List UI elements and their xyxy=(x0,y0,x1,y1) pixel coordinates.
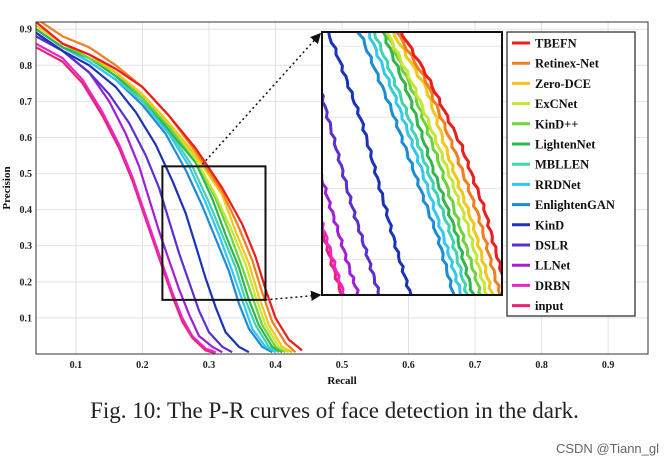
legend-box xyxy=(506,31,636,317)
legend-label-retinex-net: Retinex-Net xyxy=(535,57,600,71)
series-line-rrdnet xyxy=(36,28,277,354)
x-tick-label: 0.7 xyxy=(469,360,482,371)
x-tick-labels: 0.1 0.2 0.3 0.4 0.5 0.6 0.7 0.8 0.9 xyxy=(70,360,615,371)
series-line-drbn xyxy=(36,42,216,354)
y-tick-label: 0.5 xyxy=(20,169,33,180)
zoom-arrow-top xyxy=(201,32,322,165)
y-tick-label: 0.6 xyxy=(20,133,33,144)
series-line-retinex-net xyxy=(39,22,297,354)
inset-series-line-retinex-net xyxy=(394,32,502,295)
y-tick-label: 0.2 xyxy=(20,277,33,288)
zoom-source-box xyxy=(161,165,267,301)
x-tick-label: 0.9 xyxy=(602,360,615,371)
x-axis-label: Recall xyxy=(327,375,356,387)
inset-series-line-lightennet xyxy=(381,32,476,295)
inset-series-line-dslr xyxy=(322,90,381,295)
y-tick-label: 0.9 xyxy=(20,25,33,36)
y-tick-label: 0.3 xyxy=(20,241,33,252)
legend-label-tbefn: TBEFN xyxy=(535,37,577,51)
legend-label-kind: KinD xyxy=(535,218,564,232)
series-line-kind xyxy=(36,31,250,354)
x-tick-label: 0.2 xyxy=(136,360,149,371)
inset-series-line-mbllen xyxy=(372,32,470,295)
y-tick-label: 0.7 xyxy=(20,97,33,108)
x-tick-label: 0.1 xyxy=(70,360,83,371)
legend-label-input: input xyxy=(535,299,564,313)
y-tick-label: 0.8 xyxy=(20,61,33,72)
inset-series-line-excnet xyxy=(384,32,489,295)
legend-label-rrdnet: RRDNet xyxy=(535,178,582,192)
inset-series-line-kind xyxy=(327,32,413,295)
inset-series-line-enlightengan xyxy=(356,32,456,295)
y-axis-label: Precision xyxy=(1,166,13,209)
inset-curves xyxy=(322,32,502,295)
y-tick-label: 0.4 xyxy=(20,205,33,216)
legend: TBEFN Retinex-Net Zero-DCE ExCNet KinD++ Ligh… xyxy=(512,37,615,313)
legend-label-excnet: ExCNet xyxy=(535,97,578,111)
main-curves xyxy=(36,22,303,354)
x-tick-label: 0.5 xyxy=(336,360,349,371)
x-tick-label: 0.4 xyxy=(269,360,282,371)
figure-caption: Fig. 10: The P-R curves of face detectio… xyxy=(90,398,579,423)
zoom-arrow-bottom xyxy=(265,290,322,302)
legend-label-dslr: DSLR xyxy=(535,239,569,253)
legend-label-zero-dce: Zero-DCE xyxy=(535,77,591,91)
legend-label-enlightengan: EnlightenGAN xyxy=(535,198,615,212)
x-tick-label: 0.8 xyxy=(535,360,548,371)
legend-label-lightennet: LightenNet xyxy=(535,138,596,152)
inset-frame xyxy=(321,31,503,296)
y-tick-labels: 0.1 0.2 0.3 0.4 0.5 0.6 0.7 0.8 0.9 xyxy=(20,25,33,325)
axes-frame xyxy=(35,21,649,355)
x-tick-label: 0.6 xyxy=(402,360,415,371)
x-tick-label: 0.3 xyxy=(203,360,216,371)
inset-series-line-rrdnet xyxy=(367,32,463,295)
legend-label-llnet: LLNet xyxy=(535,259,571,273)
pr-curve-figure: 0.1 0.2 0.3 0.4 0.5 0.6 0.7 0.8 0.9 0.1 0.2 0.3 0.4… xyxy=(1,21,649,387)
series-line-dslr xyxy=(36,35,233,354)
y-tick-label: 0.1 xyxy=(20,313,33,324)
legend-label-drbn: DRBN xyxy=(535,279,570,293)
legend-label-mbllen: MBLLEN xyxy=(535,158,589,172)
watermark: CSDN @Tiann_gl xyxy=(555,441,659,456)
series-line-tbefn xyxy=(36,22,303,352)
inset-series-line-kind- xyxy=(384,32,483,295)
inset-series-line-tbefn xyxy=(399,32,502,284)
legend-label-kind-: KinD++ xyxy=(535,117,578,131)
